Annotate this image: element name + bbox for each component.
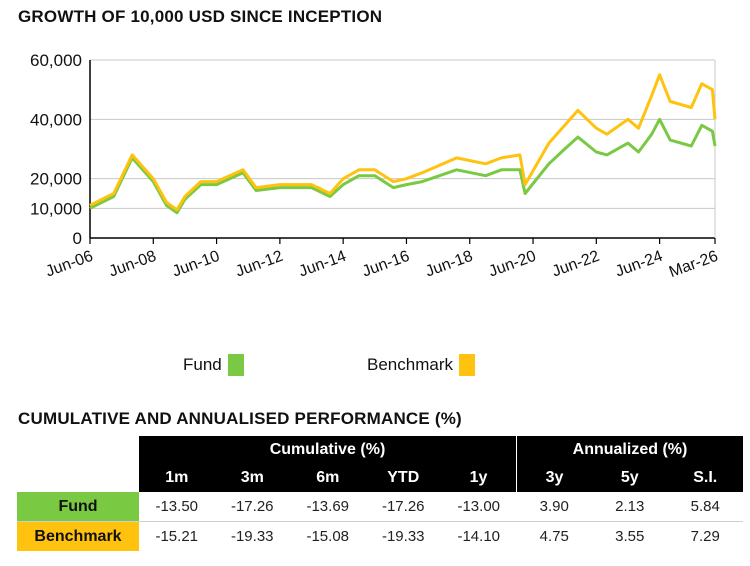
y-tick-label: 40,000: [30, 110, 82, 129]
table-group-header: Cumulative (%) Annualized (%): [17, 436, 743, 464]
table-cell: -14.10: [457, 528, 501, 545]
table-cell: -13.00: [441, 492, 517, 522]
col-header-5y: 5y: [592, 464, 668, 492]
col-header-1y: 1y: [441, 464, 517, 492]
table-cell: -17.26: [214, 492, 290, 522]
x-tick-label: Jun-12: [233, 248, 285, 281]
legend-swatch-fund: [227, 354, 244, 376]
performance-table: Cumulative (%) Annualized (%) 1m 3m 6m Y…: [17, 436, 743, 551]
legend-item-fund: Fund: [183, 354, 244, 376]
x-tick-label: Mar-26: [667, 248, 721, 281]
table-cell: 2.13: [592, 492, 668, 522]
legend-label-benchmark: Benchmark: [367, 355, 453, 374]
table-row-fund: Fund -13.50 -17.26 -13.69 -17.26 -13.00 …: [17, 492, 743, 522]
table-column-header: 1m 3m 6m YTD 1y 3y 5y S.I.: [17, 464, 743, 492]
table-cell: 3.55: [615, 528, 645, 545]
x-tick-label: Jun-24: [613, 248, 665, 281]
table-corner: [17, 436, 139, 464]
legend-item-benchmark: Benchmark: [367, 354, 475, 376]
table-row-benchmark: Benchmark -15.21 -19.33 -15.08 -19.33 -1…: [17, 521, 743, 551]
x-tick-label: Jun-22: [550, 248, 602, 281]
y-tick-label: 60,000: [30, 51, 82, 70]
table-cell: 7.29: [690, 528, 720, 545]
col-header-ytd: YTD: [365, 464, 441, 492]
table-cell: 4.75: [539, 528, 569, 545]
x-tick-label: Jun-08: [107, 248, 159, 281]
table-cell: -19.33: [381, 528, 425, 545]
table-cell: -15.08: [306, 528, 350, 545]
legend-swatch-benchmark: [458, 354, 475, 376]
table-cell: -15.21: [155, 528, 199, 545]
x-tick-label: Jun-20: [487, 248, 539, 281]
col-header-si: S.I.: [667, 464, 743, 492]
x-tick-label: Jun-14: [297, 248, 349, 281]
series-line-fund: [89, 117, 717, 215]
x-tick-label: Jun-10: [170, 248, 222, 281]
y-tick-label: 0: [73, 229, 82, 248]
series-line-benchmark: [89, 73, 717, 212]
table-cell: -19.33: [230, 528, 274, 545]
col-header-3y: 3y: [516, 464, 592, 492]
table-cell: -13.69: [290, 492, 366, 522]
legend-label-fund: Fund: [183, 355, 222, 374]
y-tick-label: 10,000: [30, 199, 82, 218]
table-cell: -13.50: [139, 492, 215, 522]
col-header-1m: 1m: [139, 464, 215, 492]
table-title: CUMULATIVE AND ANNUALISED PERFORMANCE (%…: [18, 409, 462, 428]
col-header-3m: 3m: [214, 464, 290, 492]
group-header-cumulative: Cumulative (%): [139, 436, 517, 464]
table-cell: 5.84: [667, 492, 743, 522]
table-corner-2: [17, 464, 139, 492]
x-tick-label: Jun-18: [423, 248, 475, 281]
y-tick-label: 20,000: [30, 170, 82, 189]
col-header-6m: 6m: [290, 464, 366, 492]
table-cell: -17.26: [365, 492, 441, 522]
group-header-annualized: Annualized (%): [516, 436, 743, 464]
chart-title: GROWTH OF 10,000 USD SINCE INCEPTION: [18, 7, 383, 26]
row-label-fund: Fund: [17, 492, 139, 522]
x-tick-label: Jun-06: [44, 248, 96, 281]
row-label-benchmark: Benchmark: [17, 521, 139, 551]
table-cell: 3.90: [516, 492, 592, 522]
x-tick-label: Jun-16: [360, 248, 412, 281]
